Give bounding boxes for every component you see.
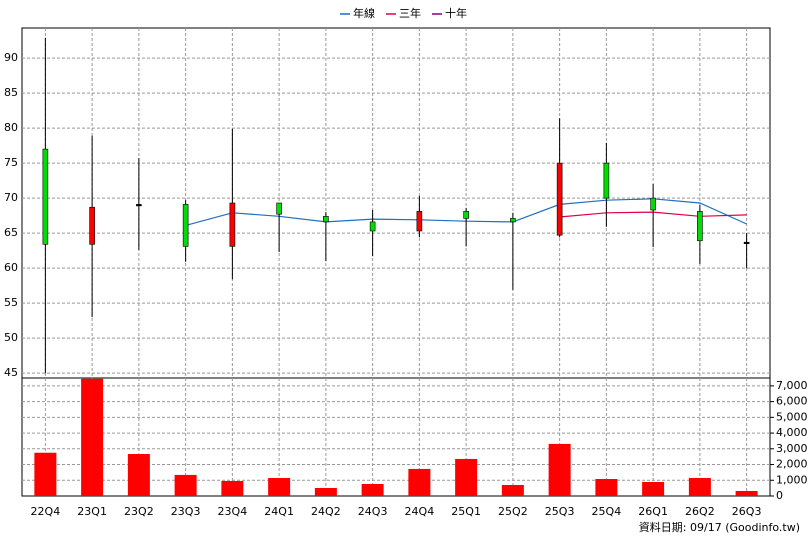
candle-body [276, 202, 282, 215]
volume-bar [221, 480, 244, 496]
y-tick-label: 85 [4, 86, 18, 99]
volume-bar [81, 378, 104, 496]
x-tick-label: 25Q3 [545, 505, 575, 518]
candle-body [369, 221, 376, 232]
volume-bar [408, 468, 431, 496]
y2-tick-label: 1,000 [776, 473, 808, 486]
candle-body [556, 162, 563, 236]
x-tick-label: 22Q4 [31, 505, 61, 518]
volume-bar [595, 479, 618, 496]
plot-frame [21, 27, 771, 497]
x-tick-label: 23Q2 [124, 505, 154, 518]
volume-bar [361, 483, 384, 496]
volume-bar [127, 453, 150, 496]
x-tick-label: 25Q4 [592, 505, 622, 518]
candle-body [743, 241, 750, 244]
legend-label: 三年 [399, 6, 421, 20]
y-tick-label: 70 [4, 191, 18, 204]
candle-body [89, 206, 95, 245]
y2-tick-label: 6,000 [776, 395, 808, 408]
y2-tick-label: 2,000 [776, 458, 808, 471]
y2-tick-label: 7,000 [776, 379, 808, 392]
candle-body [42, 148, 49, 245]
x-tick-label: 26Q2 [685, 505, 715, 518]
footer: 資料日期: 09/17 (Goodinfo.tw) [639, 520, 800, 534]
x-tick-label: 26Q1 [638, 505, 668, 518]
x-tick-label: 25Q1 [451, 505, 481, 518]
candle-body [697, 211, 703, 242]
volume-bar [642, 481, 665, 496]
volume-bar [548, 443, 571, 496]
y-tick-label: 55 [4, 296, 18, 309]
candle-body [510, 218, 516, 223]
candle-body [463, 211, 469, 219]
x-tick-label: 23Q3 [171, 505, 201, 518]
legend-label: 年線 [353, 6, 375, 20]
x-tick-label: 25Q2 [498, 505, 528, 518]
y2-tick-label: 3,000 [776, 442, 808, 455]
x-tick-label: 24Q3 [358, 505, 388, 518]
candle-body [603, 162, 610, 199]
candle-body [416, 211, 423, 232]
candle-body [182, 204, 189, 247]
y-tick-label: 60 [4, 261, 18, 274]
x-tick-label: 23Q1 [77, 505, 107, 518]
volume-bar [735, 490, 758, 496]
x-tick-label: 26Q3 [732, 505, 762, 518]
y-tick-label: 90 [4, 51, 18, 64]
candle-body [650, 197, 656, 211]
legend-label: 十年 [445, 6, 467, 20]
volume-bar [455, 458, 478, 496]
x-tick-label: 24Q4 [405, 505, 435, 518]
volume-bar [268, 477, 291, 496]
volume-bar [501, 484, 524, 496]
y-tick-label: 50 [4, 331, 18, 344]
y2-tick-label: 0 [776, 489, 783, 502]
candle-body [136, 204, 142, 207]
volume-bar [174, 474, 197, 496]
x-tick-label: 23Q4 [218, 505, 248, 518]
y2-tick-label: 5,000 [776, 410, 808, 423]
volume-bar [314, 487, 337, 496]
y-tick-label: 65 [4, 226, 18, 239]
y-tick-label: 80 [4, 121, 18, 134]
y-tick-label: 45 [4, 366, 18, 379]
candle-body [229, 202, 236, 247]
volume-bar [688, 477, 711, 496]
x-tick-label: 24Q2 [311, 505, 341, 518]
y-tick-label: 75 [4, 156, 18, 169]
y2-tick-label: 4,000 [776, 426, 808, 439]
x-tick-label: 24Q1 [264, 505, 294, 518]
candle-body [323, 216, 329, 223]
volume-bar [34, 452, 57, 496]
